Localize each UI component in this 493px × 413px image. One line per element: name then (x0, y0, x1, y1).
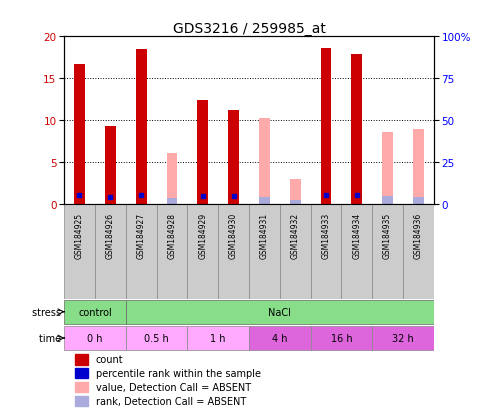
Text: control: control (78, 307, 112, 317)
Text: 0 h: 0 h (87, 333, 103, 343)
Bar (372, 205, 403, 299)
Bar (167, 198, 177, 205)
Text: GSM184928: GSM184928 (168, 212, 176, 258)
Bar (187, 205, 218, 299)
Bar (372, 326, 434, 350)
Text: 4 h: 4 h (272, 333, 287, 343)
Text: GSM184935: GSM184935 (383, 212, 392, 259)
Bar (64, 326, 126, 350)
Text: 1 h: 1 h (211, 333, 226, 343)
Text: 0.5 h: 0.5 h (144, 333, 169, 343)
Bar (341, 205, 372, 299)
Bar (280, 205, 311, 299)
Bar (64, 300, 126, 324)
Bar (311, 326, 372, 350)
Bar (352, 55, 362, 205)
Bar (126, 326, 187, 350)
Text: 16 h: 16 h (331, 333, 352, 343)
Text: time: time (39, 333, 64, 343)
Bar (157, 205, 187, 299)
Bar (64, 205, 95, 299)
Bar (403, 205, 434, 299)
Text: percentile rank within the sample: percentile rank within the sample (96, 368, 260, 378)
Text: GSM184932: GSM184932 (291, 212, 300, 258)
Bar (382, 133, 393, 205)
Bar (249, 205, 280, 299)
Title: GDS3216 / 259985_at: GDS3216 / 259985_at (173, 22, 325, 36)
Bar (311, 205, 341, 299)
Bar (382, 197, 393, 205)
Bar (197, 101, 208, 205)
Text: GSM184933: GSM184933 (321, 212, 330, 259)
Bar (167, 154, 177, 205)
Bar (413, 197, 424, 205)
Text: rank, Detection Call = ABSENT: rank, Detection Call = ABSENT (96, 396, 246, 406)
Bar (75, 354, 88, 365)
Text: NaCl: NaCl (268, 307, 291, 317)
Bar (228, 111, 239, 205)
Bar (259, 198, 270, 205)
Bar (290, 180, 301, 205)
Bar (320, 49, 331, 205)
Bar (259, 119, 270, 205)
Bar (126, 300, 434, 324)
Text: stress: stress (32, 307, 64, 317)
Text: value, Detection Call = ABSENT: value, Detection Call = ABSENT (96, 382, 250, 392)
Bar (75, 396, 88, 406)
Text: count: count (96, 355, 123, 365)
Text: GSM184931: GSM184931 (260, 212, 269, 258)
Bar (75, 368, 88, 379)
Text: GSM184936: GSM184936 (414, 212, 423, 259)
Bar (74, 65, 85, 205)
Bar (75, 382, 88, 392)
Bar (95, 205, 126, 299)
Text: GSM184925: GSM184925 (75, 212, 84, 258)
Bar (249, 326, 311, 350)
Text: GSM184930: GSM184930 (229, 212, 238, 259)
Text: 32 h: 32 h (392, 333, 414, 343)
Bar (187, 326, 249, 350)
Text: GSM184929: GSM184929 (198, 212, 207, 258)
Bar (126, 205, 157, 299)
Bar (136, 50, 146, 205)
Bar (290, 200, 301, 205)
Text: GSM184934: GSM184934 (352, 212, 361, 259)
Bar (413, 129, 424, 205)
Bar (218, 205, 249, 299)
Bar (105, 127, 116, 205)
Text: GSM184927: GSM184927 (137, 212, 145, 258)
Text: GSM184926: GSM184926 (106, 212, 115, 258)
